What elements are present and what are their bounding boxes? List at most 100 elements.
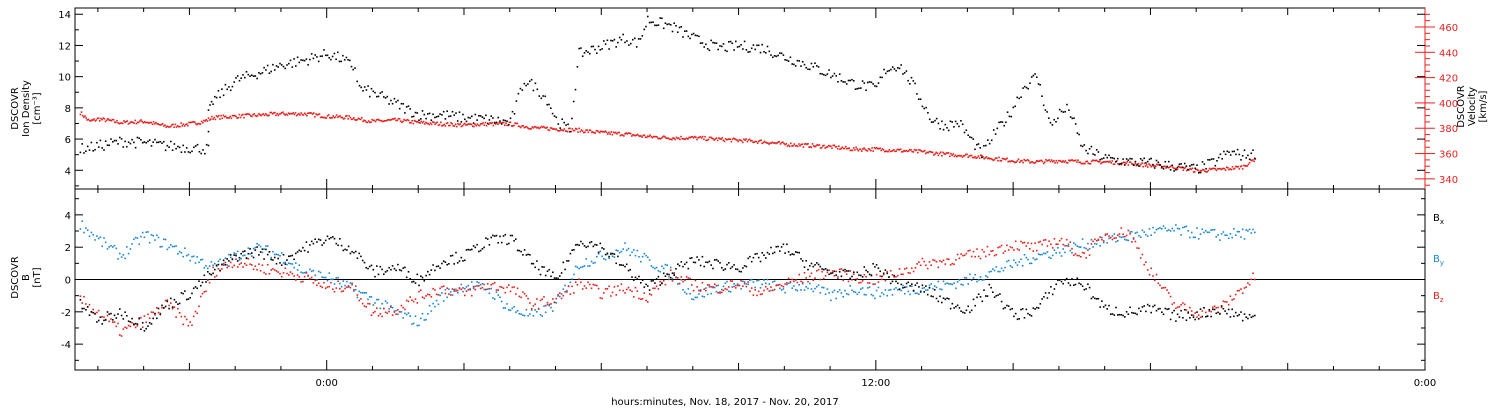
Bx-point (1027, 312, 1029, 315)
velocity-point (911, 150, 913, 153)
velocity-point (611, 133, 614, 136)
By-point (1102, 241, 1105, 244)
Bx-point (740, 270, 742, 273)
Bx-point (247, 252, 250, 255)
velocity-point (450, 122, 452, 124)
Bx-point (620, 264, 623, 266)
velocity-point (173, 126, 175, 128)
velocity-point (799, 145, 801, 147)
velocity-point (84, 115, 86, 117)
By-point (178, 250, 181, 253)
By-point (1224, 234, 1226, 236)
Bz-point (309, 277, 311, 280)
velocity-point (504, 124, 506, 126)
velocity-point (712, 138, 714, 140)
By-point (633, 249, 635, 251)
density-point (953, 126, 955, 128)
density-point (449, 115, 452, 117)
Bx-point (347, 245, 350, 248)
By-point (476, 281, 478, 283)
density-point (845, 83, 848, 85)
velocity-point (235, 115, 237, 118)
Bz-point (877, 281, 880, 283)
density-point (885, 72, 887, 75)
density-point (823, 73, 825, 76)
By-point (324, 276, 327, 279)
velocity-point (989, 158, 991, 160)
Bz-point (1060, 237, 1063, 240)
Bz-point (900, 273, 903, 275)
Bz-point (229, 261, 232, 264)
By-point (427, 313, 429, 315)
Bz-point (421, 296, 424, 298)
velocity-point (1069, 160, 1071, 162)
Bz-point (611, 291, 614, 294)
By-point (555, 302, 558, 304)
Bx-point (266, 253, 269, 256)
Bz-point (1162, 287, 1165, 289)
Bz-point (604, 288, 607, 290)
Bz-point (997, 246, 999, 249)
density-point (134, 146, 137, 149)
density-point (324, 54, 327, 57)
velocity-point (1126, 161, 1128, 163)
Bz-point (643, 292, 646, 294)
density-point (961, 123, 964, 126)
By-point (603, 257, 605, 260)
velocity-point (263, 114, 266, 117)
density-point (840, 80, 843, 82)
By-point (631, 251, 633, 253)
Bx-point (159, 313, 162, 316)
By-point (1146, 235, 1149, 237)
By-point (296, 269, 299, 271)
density-point (699, 42, 702, 44)
velocity-point (982, 156, 984, 158)
density-point (645, 25, 647, 28)
velocity-point (557, 130, 560, 132)
density-point (198, 150, 201, 153)
By-point (926, 289, 929, 291)
Bx-point (455, 251, 457, 254)
By-point (770, 289, 772, 292)
By-point (347, 286, 350, 288)
velocity-point (497, 123, 499, 126)
density-point (81, 143, 83, 145)
Bz-point (478, 285, 480, 287)
By-point (1013, 259, 1015, 261)
velocity-point (525, 125, 528, 128)
density-point (404, 112, 406, 114)
velocity-point (754, 140, 757, 143)
density-point (256, 77, 258, 80)
Bz-point (1081, 251, 1084, 254)
velocity-point (223, 116, 226, 118)
Bx-point (819, 265, 822, 268)
velocity-point (429, 122, 432, 124)
Bx-point (1185, 319, 1188, 321)
Bz-point (1046, 245, 1049, 247)
Bz-point (367, 302, 369, 305)
Bz-point (249, 263, 251, 265)
By-point (523, 314, 526, 317)
Bz-point (698, 289, 700, 292)
velocity-point (337, 116, 339, 119)
Bz-point (566, 291, 568, 293)
velocity-point (628, 132, 631, 134)
By-point (935, 286, 938, 289)
velocity-point (367, 120, 370, 122)
density-point (370, 87, 373, 90)
Bz-point (428, 294, 431, 296)
density-point (1194, 167, 1196, 170)
By-point (502, 307, 505, 309)
Bx-point (860, 274, 862, 277)
Bx-point (735, 268, 737, 270)
density-point (1125, 158, 1128, 160)
density-point (996, 127, 999, 130)
velocity-point (578, 127, 580, 130)
Bx-point (969, 311, 971, 314)
Bz-point (384, 311, 387, 314)
Bz-point (196, 312, 198, 314)
velocity-point (783, 142, 785, 145)
Bz-point (192, 315, 195, 318)
Bx-point (411, 281, 413, 283)
velocity-point (473, 125, 475, 128)
